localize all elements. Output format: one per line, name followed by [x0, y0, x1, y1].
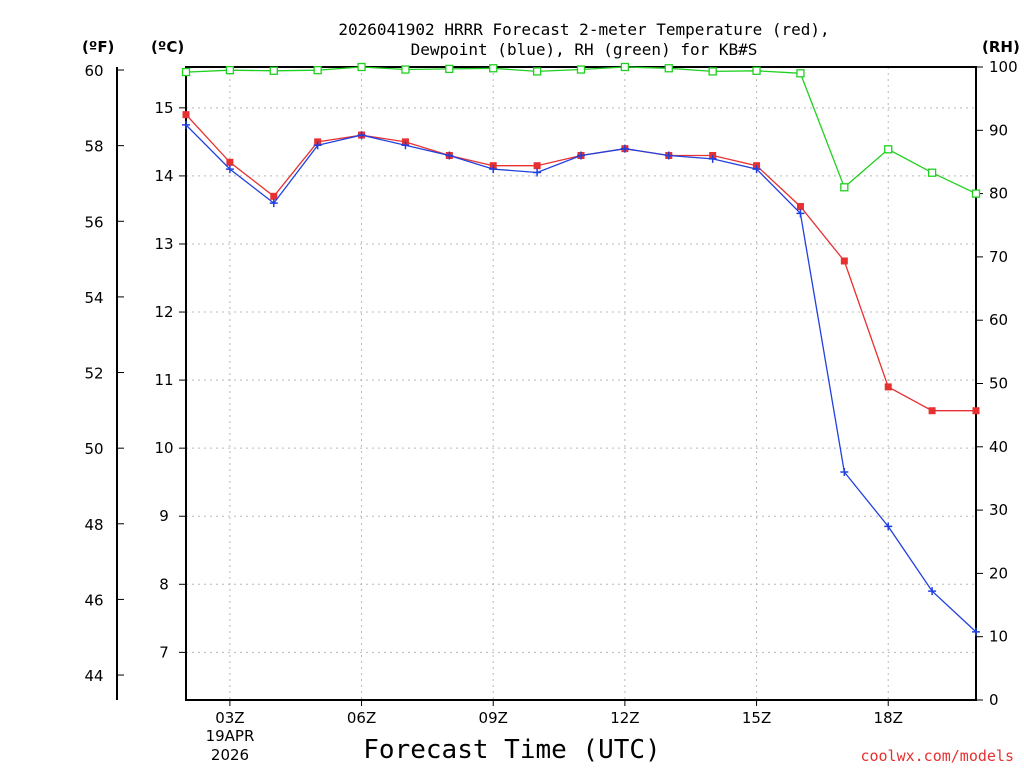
rh-tick-label: 20 [989, 564, 1008, 582]
celsius-tick-label: 9 [159, 507, 169, 525]
temperature-point [533, 162, 541, 170]
temperature-point [796, 203, 804, 211]
rh-unit-label: (RH) [982, 38, 1020, 56]
dewpoint-point [928, 587, 937, 596]
x-tick-label: 18Z [874, 709, 903, 727]
rh-tick-label: 0 [989, 691, 999, 709]
rh-line [185, 66, 977, 195]
fahrenheit-tick-label: 54 [84, 289, 103, 307]
dewpoint-point [445, 151, 454, 160]
dewpoint-point [972, 627, 980, 636]
celsius-tick-label: 7 [159, 643, 169, 661]
rh-point [927, 168, 937, 177]
dewpoint-point [796, 209, 805, 218]
dewpoint-point [182, 120, 190, 129]
rh-point [225, 66, 235, 75]
rh-point [313, 66, 322, 75]
chart-title: 2026041902 HRRR Forecast 2-meter Tempera… [338, 20, 829, 39]
rh-point [884, 145, 893, 154]
celsius-unit-label: (ºC) [151, 38, 184, 56]
date-label-day: 19APR [206, 727, 255, 745]
temperature-point [182, 111, 190, 119]
dewpoint-point [752, 165, 761, 174]
dewpoint-point [840, 467, 849, 476]
rh-tick-label: 100 [989, 58, 1018, 76]
x-tick-label: 12Z [610, 709, 639, 727]
dewpoint-point [313, 141, 322, 150]
date-label-year: 2026 [211, 746, 249, 764]
rh-point [357, 62, 366, 72]
fahrenheit-tick-label: 44 [84, 667, 103, 685]
fahrenheit-tick-label: 50 [84, 440, 103, 458]
fahrenheit-tick-label: 58 [84, 138, 103, 156]
dewpoint-point [620, 144, 629, 153]
fahrenheit-tick-label: 60 [84, 62, 103, 80]
rh-point [971, 189, 981, 198]
dewpoint-point [708, 154, 717, 163]
dewpoint-point [269, 199, 278, 208]
rh-point [401, 65, 410, 74]
x-axis-label: Forecast Time (UTC) [363, 735, 660, 765]
data-series [181, 62, 981, 636]
x-tick-label: 09Z [479, 709, 508, 727]
x-tick-label: 03Z [215, 709, 244, 727]
celsius-tick-label: 10 [154, 439, 173, 457]
rh-point [752, 66, 761, 75]
fahrenheit-tick-label: 56 [84, 213, 103, 231]
rh-tick-label: 40 [989, 438, 1008, 456]
dewpoint-point [225, 165, 234, 174]
rh-point [796, 69, 805, 78]
x-tick-label: 15Z [742, 709, 771, 727]
dewpoint-line [185, 124, 977, 633]
celsius-tick-label: 12 [154, 303, 173, 321]
tick-labels: 03Z 06Z 09Z 12Z 15Z 18Z 7 8 9 10 11 12 13 14 15 44 46 48 5… [84, 58, 1017, 727]
temperature-point [270, 192, 278, 200]
celsius-tick-label: 8 [159, 575, 169, 593]
rh-tick-label: 50 [989, 375, 1008, 393]
temperature-point [840, 257, 848, 265]
rh-tick-label: 10 [989, 628, 1008, 646]
fahrenheit-tick-label: 46 [84, 591, 103, 609]
celsius-tick-label: 14 [154, 167, 173, 185]
temperature-point [226, 158, 234, 166]
celsius-tick-label: 13 [154, 235, 173, 253]
celsius-tick-label: 15 [154, 99, 173, 117]
dewpoint-point [664, 151, 673, 160]
rh-tick-label: 30 [989, 501, 1008, 519]
rh-point [840, 183, 849, 192]
rh-point [181, 67, 191, 77]
rh-point [620, 62, 630, 72]
celsius-tick-label: 11 [154, 371, 173, 389]
fahrenheit-unit-label: (ºF) [82, 38, 114, 56]
temperature-point [928, 407, 936, 415]
rh-point [708, 67, 717, 76]
rh-point [489, 64, 498, 73]
fahrenheit-tick-label: 48 [84, 516, 103, 534]
rh-point [664, 64, 673, 73]
dewpoint-point [401, 141, 410, 150]
dewpoint-point [357, 131, 366, 140]
rh-point [269, 66, 278, 75]
rh-point [445, 64, 454, 74]
rh-point [576, 65, 586, 74]
rh-tick-label: 60 [989, 311, 1008, 329]
dewpoint-point [884, 522, 893, 531]
rh-tick-label: 80 [989, 185, 1008, 203]
dewpoint-point [489, 165, 498, 174]
chart-subtitle: Dewpoint (blue), RH (green) for KB#S [411, 40, 758, 59]
credit-text: coolwx.com/models [860, 747, 1014, 765]
fahrenheit-tick-label: 52 [84, 365, 103, 383]
temperature-point [972, 407, 980, 415]
dewpoint-point [533, 168, 542, 177]
rh-tick-label: 70 [989, 248, 1008, 266]
rh-tick-label: 90 [989, 121, 1008, 139]
x-tick-label: 06Z [347, 709, 376, 727]
dewpoint-point [577, 151, 585, 160]
temperature-point [884, 383, 892, 391]
rh-point [532, 67, 542, 76]
